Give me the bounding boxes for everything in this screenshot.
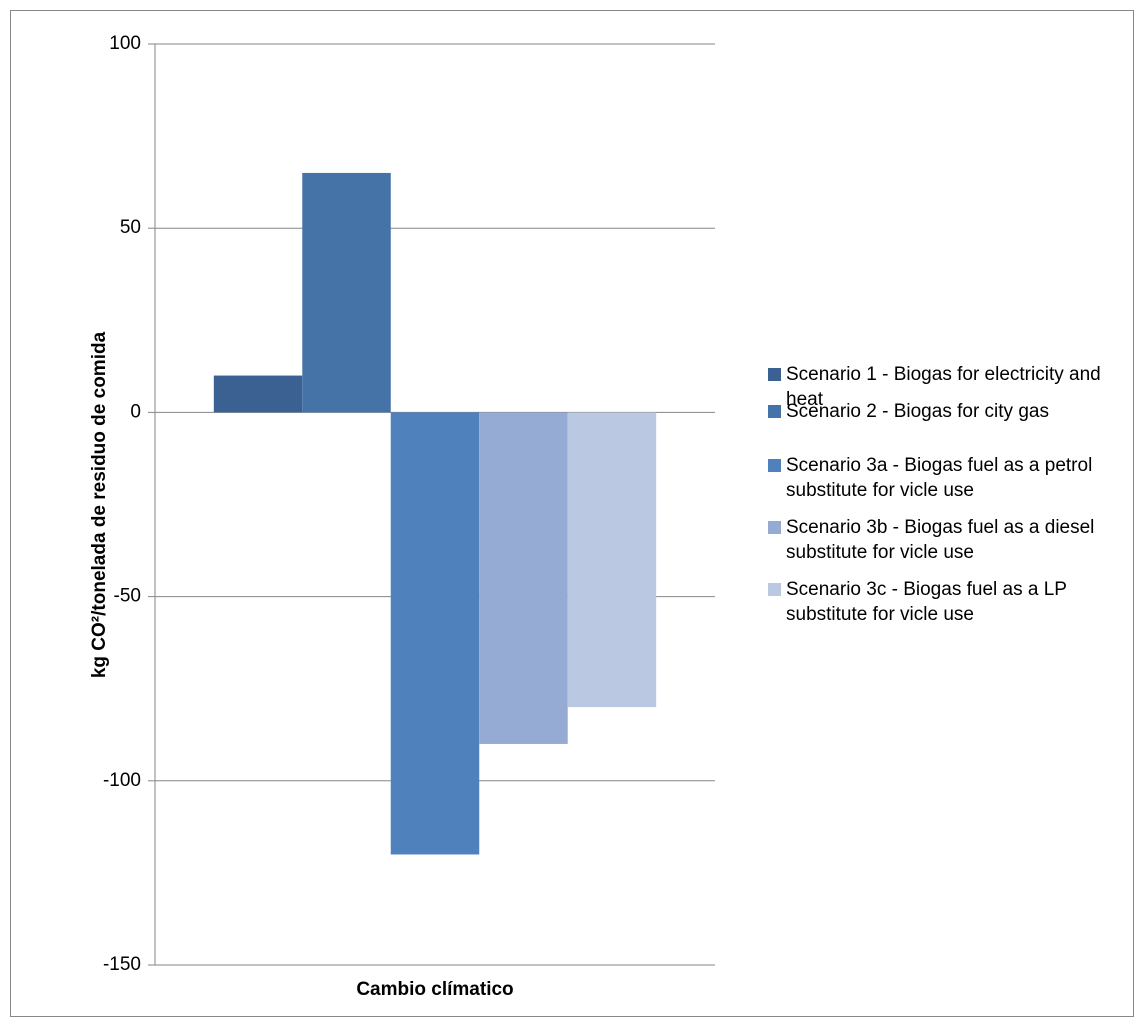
legend-entry: Scenario 1 - Biogas for electricity and …: [768, 362, 1128, 412]
bar: [390, 412, 480, 855]
legend-label: Scenario 2 - Biogas for city gas: [786, 401, 1049, 422]
y-tick-label: 0: [130, 401, 141, 422]
bar: [567, 412, 657, 708]
legend-entry: Scenario 2 - Biogas for city gas: [768, 399, 1128, 424]
legend-swatch: [768, 521, 781, 534]
bar: [213, 375, 303, 413]
legend-entry: Scenario 3c - Biogas fuel as a LP substi…: [768, 577, 1128, 627]
y-axis-label: kg CO²/tonelada de residuo de comida: [89, 331, 110, 678]
legend-swatch: [768, 459, 781, 472]
legend-swatch: [768, 583, 781, 596]
legend-label: Scenario 3b - Biogas fuel as a diesel su…: [786, 517, 1095, 563]
legend-label: Scenario 3a - Biogas fuel as a petrol su…: [786, 455, 1093, 501]
y-tick-label: -100: [103, 770, 141, 791]
chart-frame: [10, 10, 1134, 1017]
legend-entry: Scenario 3b - Biogas fuel as a diesel su…: [768, 515, 1128, 565]
bar: [302, 172, 391, 413]
y-tick-label: 50: [120, 217, 141, 238]
y-tick-label: -150: [103, 954, 141, 975]
y-tick-label: -50: [114, 586, 141, 607]
bar: [479, 412, 568, 744]
legend-entry: Scenario 3a - Biogas fuel as a petrol su…: [768, 453, 1128, 503]
legend-swatch: [768, 368, 781, 381]
legend-swatch: [768, 405, 781, 418]
legend-label: Scenario 1 - Biogas for electricity and …: [786, 364, 1101, 410]
x-axis-label: Cambio clímatico: [356, 979, 513, 1000]
y-tick-label: 100: [109, 33, 141, 54]
legend-label: Scenario 3c - Biogas fuel as a LP substi…: [786, 579, 1067, 625]
